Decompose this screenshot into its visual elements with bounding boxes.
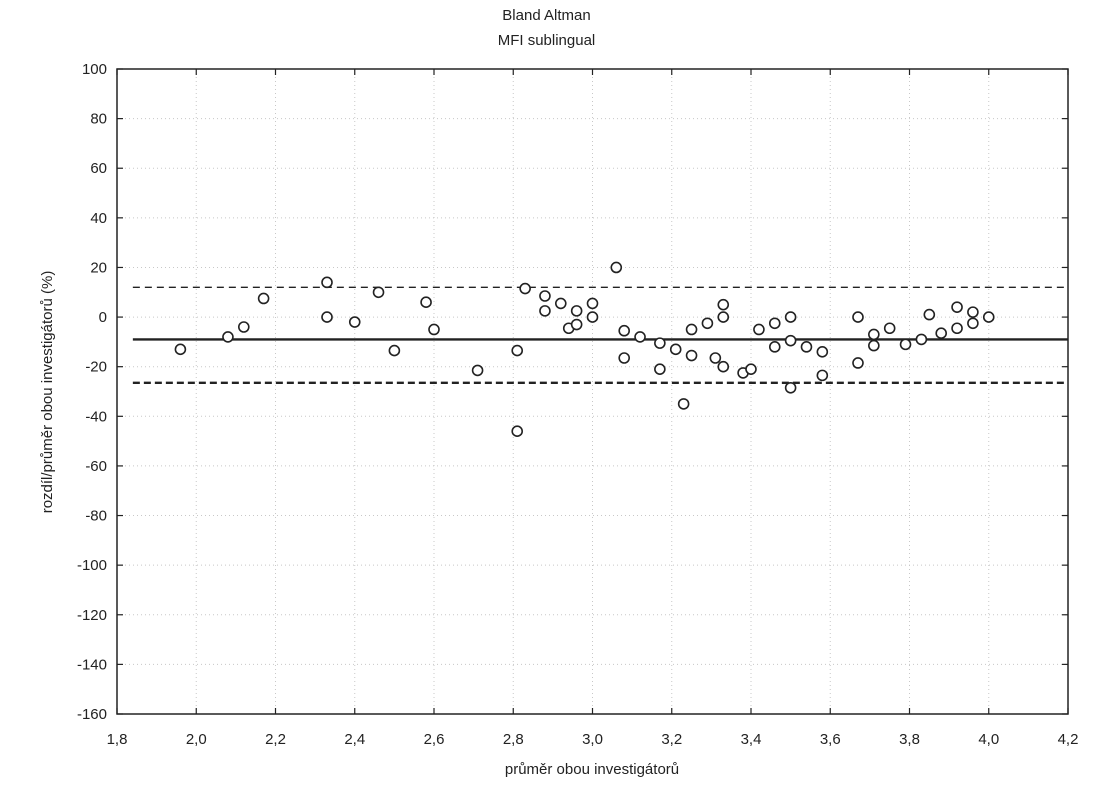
y-tick-label: 20 (90, 259, 107, 276)
data-point (868, 339, 880, 352)
x-tick-label: 2,6 (424, 731, 445, 748)
data-point (852, 311, 864, 323)
data-point (923, 308, 936, 321)
data-point (701, 317, 714, 330)
reference-lines (132, 286, 1068, 385)
data-point (321, 276, 333, 289)
x-tick-label: 2,2 (265, 731, 286, 748)
data-point (753, 323, 765, 336)
data-point (784, 381, 797, 394)
data-points (174, 261, 995, 437)
x-tick-label: 4,2 (1058, 731, 1079, 748)
data-point (852, 357, 864, 369)
data-point (967, 306, 979, 318)
data-point (554, 297, 567, 310)
x-tick-label: 4,0 (978, 731, 999, 748)
y-tick-label: -60 (85, 458, 107, 475)
data-point (539, 290, 551, 302)
data-point (471, 364, 484, 377)
data-point (982, 311, 995, 323)
data-point (784, 311, 797, 323)
data-point (816, 369, 829, 382)
x-tick-label: 3,4 (741, 731, 762, 748)
x-axis-ticks: 1,8 2,0 2,2 2,4 2,6 2,8 3,0 3,2 3,4 3,6 3,8 4,0 4,2 (107, 69, 1079, 748)
y-axis-ticks: -160 -140 -120 -100 -80 -60 -40 -20 0 20 40 60 80 100 (77, 61, 1068, 723)
y-tick-label: 40 (90, 210, 107, 227)
x-tick-label: 2,0 (186, 731, 207, 748)
y-tick-label: -80 (85, 508, 107, 525)
data-point (174, 343, 187, 356)
y-tick-label: 80 (90, 111, 107, 128)
data-point (586, 297, 599, 310)
data-point (348, 316, 361, 328)
data-point (868, 328, 880, 341)
x-tick-label: 3,0 (582, 731, 603, 748)
y-tick-label: -40 (85, 408, 107, 425)
x-tick-label: 2,4 (344, 731, 365, 748)
x-tick-label: 3,6 (820, 731, 841, 748)
data-point (238, 321, 250, 333)
data-point (420, 296, 432, 308)
data-point (428, 323, 440, 336)
y-axis-label: rozdíl/průměr obou investigátorů (%) (39, 271, 56, 514)
data-point (800, 341, 813, 353)
data-point (511, 425, 524, 437)
y-tick-label: 100 (82, 61, 107, 78)
data-point (784, 334, 797, 347)
y-tick-label: -140 (77, 656, 107, 673)
data-point (685, 349, 698, 362)
x-tick-label: 3,8 (899, 731, 920, 748)
chart-title: Bland Altman (502, 7, 591, 24)
x-tick-label: 3,2 (661, 731, 682, 748)
data-point (935, 327, 948, 340)
data-point (372, 286, 385, 299)
data-point (677, 398, 690, 410)
data-point (967, 317, 979, 330)
y-tick-label: 60 (90, 160, 107, 177)
data-point (899, 338, 912, 351)
data-point (388, 344, 401, 357)
data-point (883, 322, 896, 335)
data-point (685, 323, 698, 336)
data-point (768, 317, 781, 330)
data-point (717, 360, 730, 373)
data-point (586, 311, 599, 323)
x-tick-label: 2,8 (503, 731, 524, 748)
data-point (257, 292, 270, 305)
data-point (951, 322, 963, 335)
data-point (610, 261, 623, 274)
data-point (570, 305, 583, 317)
x-tick-label: 1,8 (107, 731, 128, 748)
y-tick-label: -160 (77, 706, 107, 723)
data-point (669, 343, 682, 356)
data-point (915, 333, 928, 346)
data-point (519, 282, 531, 295)
y-tick-label: -120 (77, 607, 107, 624)
y-tick-label: -100 (77, 557, 107, 574)
chart-subtitle: MFI sublingual (497, 32, 596, 49)
data-point (654, 337, 666, 349)
data-point (511, 344, 524, 357)
data-point (570, 318, 583, 331)
grid-lines (117, 69, 1068, 714)
data-point (321, 311, 333, 323)
y-tick-label: -20 (85, 359, 107, 376)
y-tick-label: 0 (99, 309, 107, 326)
data-point (745, 363, 757, 375)
data-point (951, 301, 963, 313)
data-point (717, 311, 730, 323)
data-point (709, 352, 722, 364)
data-point (654, 363, 666, 375)
data-point (618, 324, 631, 337)
data-point (539, 305, 551, 317)
data-point (717, 298, 730, 311)
data-point (768, 341, 781, 353)
x-axis-label: průměr obou investigátorů (505, 761, 679, 778)
data-point (816, 346, 829, 358)
data-point (634, 331, 646, 343)
data-point (618, 352, 631, 364)
data-point (222, 331, 234, 343)
